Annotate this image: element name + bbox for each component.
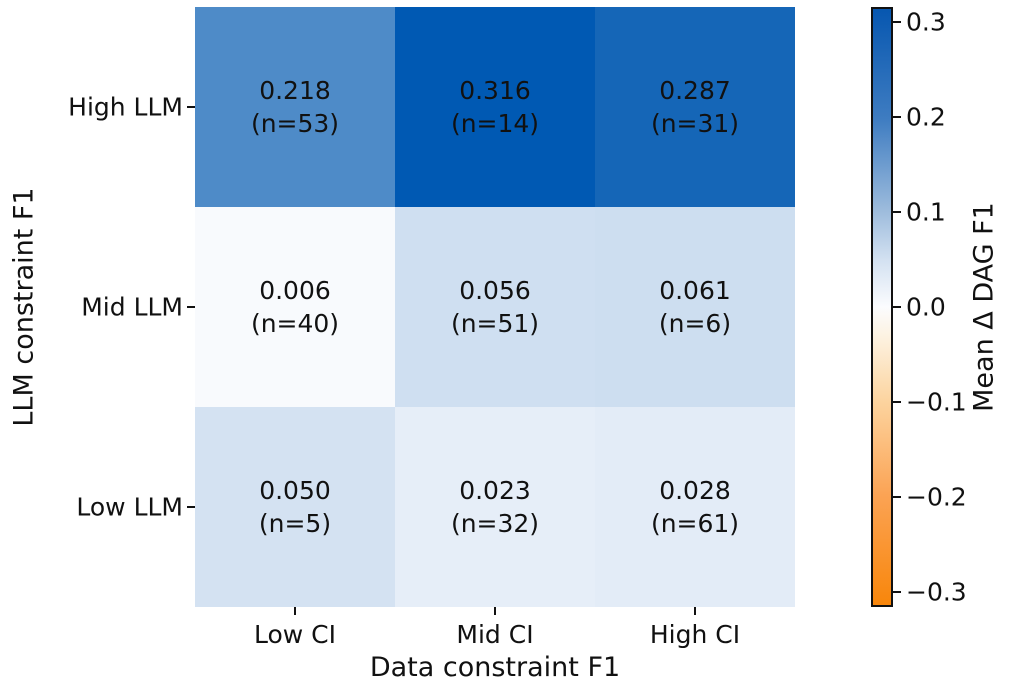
y-axis-label: LLM constraint F1 (8, 187, 40, 427)
cell-count: (n=6) (658, 309, 732, 338)
colorbar-tick-mark (893, 116, 901, 119)
cell-count: (n=40) (250, 309, 340, 338)
colorbar-tick-label: −0.1 (906, 387, 967, 417)
y-tick-label: Mid LLM (81, 292, 183, 322)
cell-value: 0.056 (459, 276, 531, 305)
x-tick-label: Low CI (253, 620, 337, 649)
colorbar-tick-mark (893, 21, 901, 24)
colorbar-tick-mark (893, 400, 901, 403)
cell-count: (n=14) (450, 109, 540, 138)
y-tick-label: Low LLM (76, 492, 183, 522)
colorbar-tick-label: 0.3 (906, 7, 946, 37)
cell-count: (n=5) (258, 509, 332, 538)
cell-value: 0.006 (259, 276, 331, 305)
heatmap-cell: 0.023 (n=32) (395, 407, 595, 607)
colorbar-tick-label: 0.1 (906, 197, 946, 227)
x-tick-label: High CI (649, 620, 741, 649)
heatmap-plot: 0.218 (n=53) 0.316 (n=14) 0.287 (n=31) 0.006 (n… (195, 7, 795, 607)
x-tick-mark (694, 607, 696, 615)
x-tick-mark (294, 607, 296, 615)
colorbar-tick-mark (893, 306, 901, 308)
cell-value: 0.023 (459, 476, 531, 505)
colorbar-tick-mark (893, 590, 901, 593)
x-axis-label: Data constraint F1 (369, 652, 621, 683)
colorbar (871, 7, 893, 607)
y-tick-label: High LLM (68, 92, 183, 122)
heatmap-cell: 0.287 (n=31) (595, 7, 795, 207)
cell-value: 0.316 (459, 76, 531, 105)
heatmap-cell: 0.316 (n=14) (395, 7, 595, 207)
heatmap-cell: 0.061 (n=6) (595, 207, 795, 407)
heatmap-cell: 0.056 (n=51) (395, 207, 595, 407)
cell-count: (n=31) (650, 109, 740, 138)
cell-count: (n=61) (650, 509, 740, 538)
heatmap-cell: 0.218 (n=53) (195, 7, 395, 207)
colorbar-tick-label: −0.3 (906, 577, 967, 607)
heatmap-cell: 0.028 (n=61) (595, 407, 795, 607)
cell-value: 0.287 (659, 76, 731, 105)
cell-value: 0.050 (259, 476, 331, 505)
cell-value: 0.061 (659, 276, 731, 305)
colorbar-tick-label: −0.2 (906, 482, 967, 512)
heatmap-cell: 0.050 (n=5) (195, 407, 395, 607)
y-tick-mark (187, 306, 195, 308)
heatmap-cell: 0.006 (n=40) (195, 207, 395, 407)
cell-count: (n=32) (450, 509, 540, 538)
cell-value: 0.218 (259, 76, 331, 105)
colorbar-tick-mark (893, 211, 901, 214)
colorbar-tick-label: 0.2 (906, 102, 946, 132)
colorbar-label: Mean Δ DAG F1 (968, 202, 1000, 412)
cell-count: (n=51) (450, 309, 540, 338)
y-tick-mark (187, 106, 195, 108)
x-tick-mark (494, 607, 496, 615)
cell-count: (n=53) (250, 109, 340, 138)
cell-value: 0.028 (659, 476, 731, 505)
x-tick-label: Mid CI (456, 620, 534, 649)
colorbar-tick-label: 0.0 (906, 292, 946, 322)
y-tick-mark (187, 506, 195, 508)
colorbar-tick-mark (893, 495, 901, 498)
